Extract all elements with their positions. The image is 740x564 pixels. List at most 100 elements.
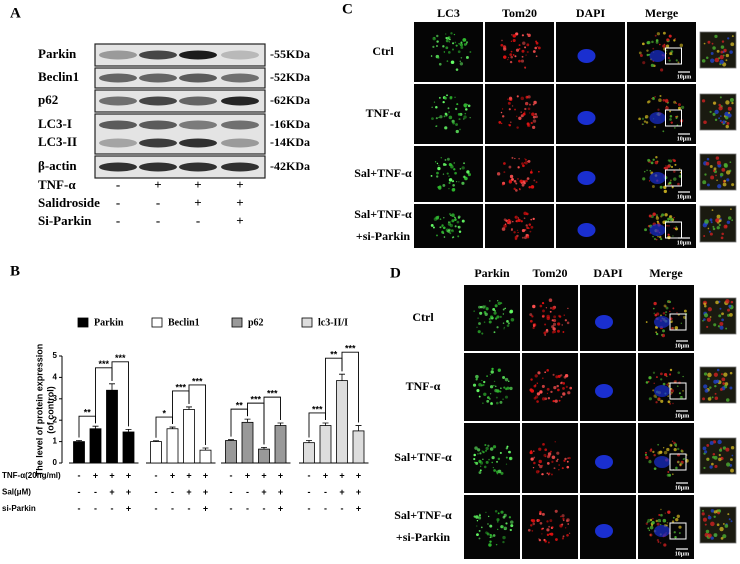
- fluorescence-dot: [449, 221, 452, 223]
- fluorescence-dot: [446, 94, 448, 97]
- fluorescence-dot: [458, 118, 461, 121]
- fluorescence-dot: [541, 315, 545, 318]
- fluorescence-dot: [725, 398, 730, 402]
- row-label: TNF-α: [406, 379, 441, 393]
- fluorescence-dot: [497, 512, 500, 515]
- fluorescence-dot: [511, 156, 514, 159]
- condition-sign: +: [261, 470, 266, 480]
- fluorescence-dot: [639, 54, 643, 57]
- fluorescence-dot: [467, 173, 471, 177]
- zoom-box: [669, 382, 687, 400]
- condition-sign: -: [230, 470, 233, 480]
- condition-sign: -: [111, 503, 114, 513]
- fluorescence-dot: [673, 100, 677, 104]
- fluorescence-dot: [665, 314, 667, 316]
- fluorescence-dot: [504, 395, 509, 399]
- fluorescence-dot: [653, 394, 657, 398]
- fluorescence-dot: [508, 516, 512, 519]
- fluorescence-dot: [547, 541, 550, 544]
- fluorescence-dot: [487, 396, 490, 399]
- fluorescence-dot: [718, 219, 722, 222]
- fluorescence-dot: [544, 540, 547, 543]
- fluorescence-dot: [715, 379, 720, 383]
- fluorescence-dot: [677, 461, 680, 464]
- fluorescence-dot: [721, 40, 725, 43]
- fluorescence-dot: [709, 165, 713, 169]
- fluorescence-dot: [553, 385, 557, 390]
- bar: [274, 425, 287, 464]
- row-label: +si-Parkin: [356, 229, 411, 243]
- fluorescence-dot: [659, 523, 662, 526]
- fluorescence-dot: [546, 392, 549, 395]
- fluorescence-dot: [546, 314, 550, 319]
- fluorescence-dot: [723, 224, 728, 229]
- fluorescence-dot: [532, 450, 535, 452]
- fluorescence-dot: [721, 377, 726, 382]
- fluorescence-dot: [541, 533, 543, 535]
- fluorescence-dot: [457, 225, 461, 229]
- fluorescence-dot: [655, 376, 658, 379]
- fluorescence-dot: [503, 386, 506, 389]
- fluorescence-dot: [446, 172, 449, 175]
- fluorescence-dot: [703, 466, 706, 470]
- fluorescence-dot: [455, 129, 459, 134]
- nucleus: [654, 525, 670, 537]
- micrograph: [464, 495, 520, 559]
- fluorescence-dot: [567, 457, 569, 459]
- fluorescence-dot: [557, 322, 561, 326]
- fluorescence-dot: [666, 225, 668, 227]
- fluorescence-dot: [447, 51, 451, 54]
- significance-stars: ***: [267, 389, 278, 399]
- fluorescence-dot: [537, 519, 541, 522]
- condition-sign: +: [236, 177, 243, 192]
- fluorescence-dot: [703, 235, 706, 238]
- fluorescence-dot: [562, 535, 565, 538]
- fluorescence-dot: [476, 533, 479, 537]
- fluorescence-dot: [459, 60, 461, 62]
- scale-bar-label: 10μm: [675, 413, 689, 419]
- fluorescence-dot: [562, 331, 565, 333]
- y-tick-label: 1: [53, 437, 58, 446]
- condition-label: si-Parkin: [2, 504, 36, 513]
- fluorescence-dot: [646, 100, 650, 104]
- fluorescence-dot: [488, 515, 490, 518]
- fluorescence-dot: [521, 183, 525, 187]
- micrograph: [485, 22, 554, 82]
- significance-stars: ***: [312, 404, 323, 414]
- protein-label: Beclin1: [38, 69, 79, 84]
- fluorescence-dot: [465, 108, 468, 111]
- fluorescence-dot: [705, 56, 709, 60]
- fluorescence-dot: [530, 450, 533, 452]
- fluorescence-dot: [710, 175, 715, 180]
- fluorescence-dot: [666, 447, 670, 452]
- fluorescence-dot: [476, 326, 478, 328]
- fluorescence-dot: [541, 397, 546, 401]
- column-header: DAPI: [593, 266, 623, 280]
- fluorescence-dot: [432, 36, 436, 41]
- fluorescence-dot: [647, 380, 650, 383]
- fluorescence-dot: [516, 229, 519, 232]
- fluorescence-dot: [491, 461, 493, 464]
- fluorescence-dot: [659, 542, 662, 544]
- fluorescence-dot: [725, 124, 729, 129]
- fluorescence-dot: [653, 312, 656, 315]
- fluorescence-dot: [712, 112, 716, 116]
- fluorescence-dot: [460, 41, 463, 44]
- fluorescence-dot: [526, 33, 529, 35]
- fluorescence-dot: [531, 112, 535, 116]
- fluorescence-dot: [666, 522, 669, 524]
- fluorescence-dot: [663, 450, 668, 455]
- fluorescence-dot: [542, 377, 544, 379]
- fluorescence-dot: [717, 511, 721, 515]
- fluorescence-dot: [546, 533, 550, 537]
- fluorescence-dot: [491, 367, 494, 371]
- fluorescence-dot: [495, 470, 499, 473]
- fluorescence-dot: [718, 117, 721, 120]
- fluorescence-dot: [510, 40, 513, 42]
- fluorescence-dot: [669, 310, 671, 313]
- fluorescence-dot: [730, 520, 733, 523]
- fluorescence-dot: [537, 371, 541, 375]
- significance-bracket: [341, 351, 359, 423]
- nucleus: [649, 50, 666, 62]
- fluorescence-dot: [725, 327, 728, 330]
